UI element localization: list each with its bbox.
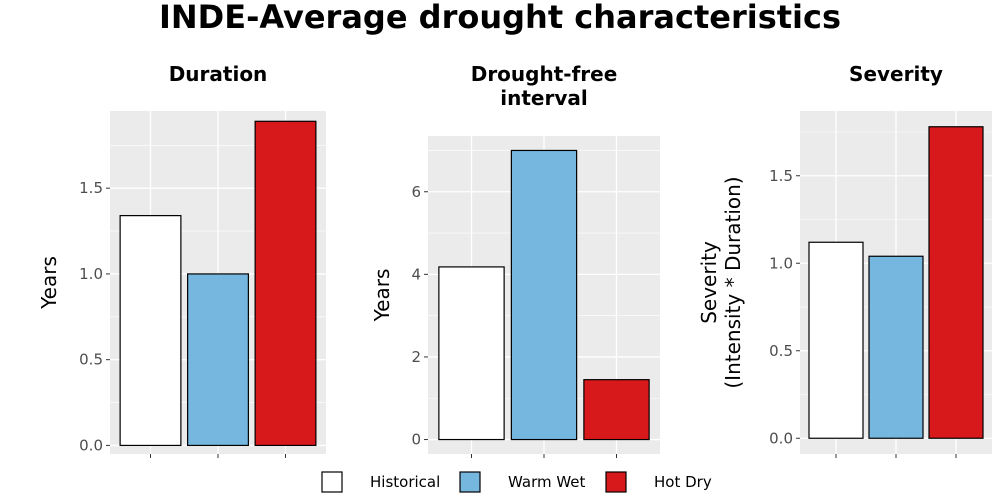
- legend-item-warm-wet: Warm Wet: [459, 471, 586, 493]
- panel-title: Severity: [849, 62, 943, 86]
- panel-title-line: Duration: [169, 62, 268, 86]
- y-tick-label: 1.0: [769, 254, 793, 272]
- y-axis-label-line: Severity: [697, 241, 721, 324]
- y-tick-label: 0.0: [769, 429, 793, 447]
- legend-label: Warm Wet: [508, 473, 586, 491]
- bar-hot-dry: [254, 120, 317, 447]
- y-tick-label: 0: [411, 431, 421, 449]
- y-tick-label: 0.0: [79, 436, 103, 454]
- bar-warm-wet: [187, 273, 249, 447]
- legend-swatch: [321, 471, 343, 493]
- y-tick-label: 1.5: [79, 179, 103, 197]
- chart-panel-2: Drought-free interval 0 2 4 6 Years: [370, 62, 660, 458]
- panel-title: Duration: [169, 62, 268, 86]
- y-tick-label: 0.5: [79, 351, 103, 369]
- bar-hot-dry: [583, 379, 650, 441]
- y-tick-label: 1.0: [79, 265, 103, 283]
- y-tick-label: 2: [411, 348, 421, 366]
- bar-warm-wet: [868, 255, 924, 439]
- panel-title-line: Severity: [849, 62, 943, 86]
- panel-title: Drought-free interval: [471, 62, 618, 110]
- y-axis-label-line: Years: [370, 269, 394, 323]
- y-tick-label: 0.5: [769, 342, 793, 360]
- bar-historical: [119, 215, 182, 447]
- legend-label: Hot Dry: [654, 473, 712, 491]
- legend-swatch: [605, 471, 627, 493]
- y-tick-label: 1.5: [769, 167, 793, 185]
- legend-item-historical: Historical: [321, 471, 440, 493]
- bar-historical: [808, 241, 864, 439]
- legend: Historical Warm Wet Hot Dry: [321, 471, 712, 493]
- y-axis-label: Years: [37, 256, 61, 310]
- chart-panel-1: Duration 0.0 0.5 1.0 1.5 Years: [37, 62, 326, 458]
- panel-title-line: Drought-free: [471, 62, 618, 86]
- bar-historical: [438, 266, 505, 441]
- y-axis-label: Years: [370, 269, 394, 323]
- y-axis-label-line: (Intensity * Duration): [721, 176, 745, 388]
- chart-title: INDE-Average drought characteristics: [159, 0, 841, 36]
- y-axis-label-line: Years: [37, 256, 61, 310]
- y-tick-label: 6: [411, 183, 421, 201]
- legend-item-hot-dry: Hot Dry: [605, 471, 712, 493]
- bar-hot-dry: [928, 126, 984, 439]
- legend-swatch: [459, 471, 481, 493]
- panel-title-line: interval: [500, 86, 587, 110]
- legend-label: Historical: [370, 473, 440, 491]
- y-axis-label: Severity(Intensity * Duration): [697, 176, 745, 388]
- bar-warm-wet: [510, 149, 578, 441]
- y-tick-label: 4: [411, 265, 421, 283]
